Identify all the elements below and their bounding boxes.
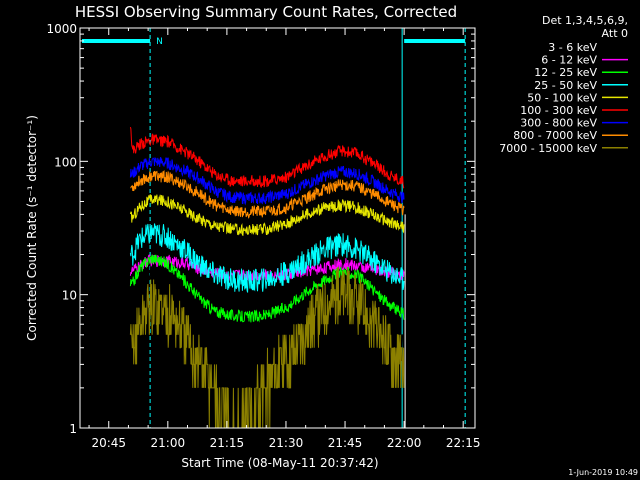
series-line-6 bbox=[129, 157, 405, 206]
legend-header-line1: Det 1,3,4,5,6,9, bbox=[542, 14, 628, 27]
chart-title: HESSI Observing Summary Count Rates, Cor… bbox=[75, 3, 457, 21]
axes-layer: 20:45 21:00 21:15 21:30 21:45 22:00 22:15 1 10 10… bbox=[46, 22, 480, 450]
series-line-5 bbox=[129, 126, 405, 189]
y-tick-label-1: 10 bbox=[62, 289, 77, 303]
y-tick-label-2: 100 bbox=[54, 155, 77, 169]
x-tick-label-3: 21:30 bbox=[269, 436, 304, 450]
x-tick-label-5: 22:00 bbox=[387, 436, 422, 450]
plot-frame bbox=[79, 27, 476, 429]
legend-label-0: 3 - 6 keV bbox=[548, 41, 597, 54]
x-axis-label: Start Time (08-May-11 20:37:42) bbox=[181, 456, 378, 470]
x-tick-label-0: 20:45 bbox=[91, 436, 126, 450]
legend-label-6: 300 - 800 keV bbox=[520, 117, 597, 130]
legend-label-5: 100 - 300 keV bbox=[520, 104, 597, 117]
night-label: N bbox=[156, 37, 163, 47]
y-tick-label-0: 1 bbox=[69, 422, 77, 436]
legend-label-4: 50 - 100 keV bbox=[527, 91, 597, 104]
y-tick-label-3: 1000 bbox=[46, 22, 77, 36]
y-axis-label: Corrected Count Rate (s⁻¹ detector⁻¹) bbox=[25, 115, 39, 341]
series-line-2 bbox=[129, 254, 405, 323]
series-line-3 bbox=[129, 223, 405, 293]
series-line-8 bbox=[129, 267, 405, 429]
legend-label-3: 25 - 50 keV bbox=[534, 79, 597, 92]
legend-header-line2: Att 0 bbox=[602, 27, 628, 40]
legend-label-1: 6 - 12 keV bbox=[541, 54, 597, 67]
legend-label-7: 800 - 7000 keV bbox=[513, 129, 597, 142]
x-tick-label-2: 21:15 bbox=[210, 436, 245, 450]
footer-date: 1-Jun-2019 10:49 bbox=[568, 468, 638, 477]
series-layer bbox=[129, 126, 405, 429]
x-tick-label-4: 21:45 bbox=[328, 436, 363, 450]
series-line-7 bbox=[130, 170, 405, 219]
legend-label-2: 12 - 25 keV bbox=[534, 66, 597, 79]
series-line-4 bbox=[129, 194, 405, 237]
x-tick-label-1: 21:00 bbox=[151, 436, 186, 450]
legend-label-8: 7000 - 15000 keV bbox=[499, 142, 597, 155]
x-tick-label-6: 22:15 bbox=[446, 436, 481, 450]
